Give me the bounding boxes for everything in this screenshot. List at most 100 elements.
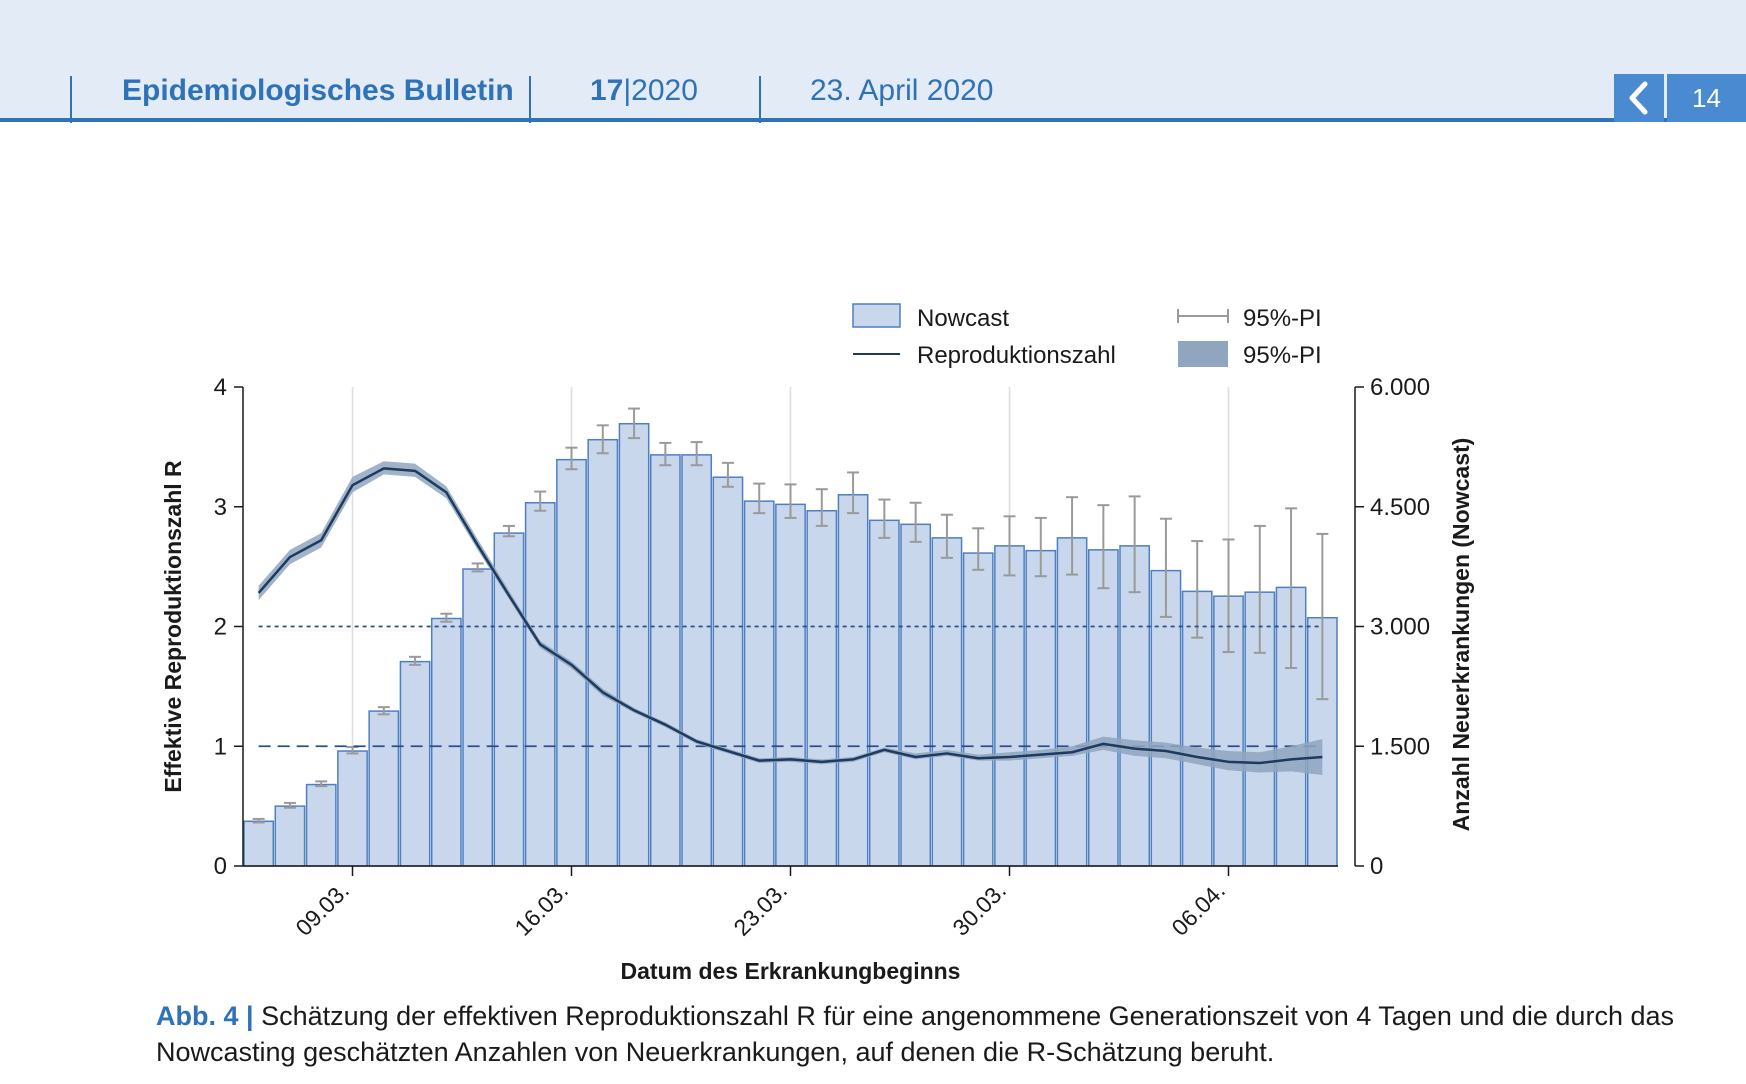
chevron-left-icon — [1629, 81, 1648, 115]
nowcast-bar — [994, 545, 1025, 867]
nowcast-error-bar — [409, 655, 422, 666]
legend-nowcast-label: Nowcast — [917, 305, 1009, 332]
nowcast-bar — [775, 503, 806, 867]
nowcast-error-bar — [1066, 496, 1079, 576]
nowcast-bar — [399, 660, 431, 867]
nowcast-error-bar — [909, 501, 922, 543]
y-axis-title: Effektive Reproduktionszahl R — [160, 460, 186, 793]
nowcast-error-bar — [972, 527, 985, 571]
nowcast-bar — [274, 805, 306, 867]
nowcast-error-bar — [596, 424, 609, 455]
legend: Nowcast Reproduktionszahl 95%-PI 95%-PI — [852, 303, 1322, 369]
nowcast-error-bar — [1253, 524, 1266, 654]
legend-pi-band-label: 95%-PI — [1243, 342, 1322, 369]
nowcast-bar — [868, 519, 900, 867]
nowcast-error-bar — [1003, 515, 1016, 577]
header-divider — [759, 76, 761, 123]
nowcast-error-bar — [878, 498, 891, 539]
x-tick-label: 16.03. — [509, 877, 573, 941]
caption-label: Abb. 4 | — [156, 1001, 254, 1031]
nowcast-bar — [1025, 549, 1057, 867]
nowcast-bar — [368, 710, 400, 867]
y2-tick-label: 1.500 — [1370, 733, 1430, 760]
nowcast-bar — [743, 500, 775, 867]
nowcast-error-bar — [721, 461, 734, 488]
nowcast-bar — [337, 750, 368, 867]
legend-pi-bar-swatch — [1177, 309, 1229, 323]
nowcast-bar — [493, 532, 525, 867]
nowcast-error-bar — [1285, 507, 1298, 670]
nowcast-bar — [587, 438, 619, 867]
nowcast-bar — [649, 454, 681, 867]
figure-caption: Abb. 4 | Schätzung der effektiven Reprod… — [156, 998, 1716, 1070]
reproduction-number-chart: 0 1 2 3 4 0 1.500 3.000 4.500 6.000 09.03. 16.03. 23… — [160, 303, 1474, 984]
nowcast-bar — [1056, 537, 1088, 867]
nowcast-error-bar — [628, 407, 641, 440]
nowcast-bar — [806, 509, 838, 867]
y2-axis-title: Anzahl Neuerkrankungen (Nowcast) — [1448, 438, 1474, 832]
y-tick-label: 2 — [214, 614, 227, 641]
nowcast-error-bar — [1097, 504, 1110, 590]
x-axis-title: Datum des Erkrankungbeginns — [621, 958, 961, 984]
nowcast-error-bar — [690, 441, 703, 467]
issue-number: 17 — [590, 74, 624, 107]
nowcast-error-bar — [1316, 532, 1329, 701]
reference-lines — [258, 625, 1323, 748]
nowcast-bar — [305, 783, 337, 867]
nowcast-error-bar — [659, 441, 672, 467]
legend-pi-bar-label: 95%-PI — [1243, 305, 1322, 332]
r-line — [257, 467, 1323, 765]
x-tick-label: 09.03. — [290, 877, 354, 941]
y2-tick-label: 0 — [1370, 853, 1383, 880]
nowcast-error-bar — [753, 482, 766, 515]
y-tick-label: 1 — [214, 733, 227, 760]
header-divider — [529, 76, 531, 123]
x-tick-label: 23.03. — [728, 877, 792, 941]
y-tick-label: 0 — [214, 853, 227, 880]
nowcast-bar — [1119, 545, 1151, 867]
nowcast-bars — [243, 422, 1338, 867]
issue-year: 2020 — [631, 74, 698, 107]
nowcast-error-bar — [283, 801, 296, 809]
y2-tick-label: 4.500 — [1370, 494, 1430, 521]
nowcast-bar — [462, 568, 494, 867]
header-divider — [70, 76, 72, 123]
nowcast-error-bar — [784, 483, 797, 519]
nowcast-error-bar — [502, 524, 515, 538]
nowcast-bar — [524, 502, 556, 867]
legend-pi-band-swatch — [1178, 341, 1228, 367]
nowcast-bar — [618, 422, 650, 867]
issue-date: 23. April 2020 — [810, 74, 994, 107]
nowcast-error-bar — [315, 780, 328, 788]
nowcast-error-bar — [252, 817, 265, 824]
nowcast-bar — [430, 617, 462, 867]
nowcast-error-bar — [440, 612, 453, 623]
nowcast-error-bar — [1191, 540, 1204, 639]
nowcast-error-bar — [815, 488, 828, 527]
nowcast-bar — [681, 454, 713, 867]
y-tick-label: 3 — [214, 494, 227, 521]
nowcast-error-bar — [847, 471, 860, 515]
nowcast-bar — [1087, 549, 1119, 867]
y-tick-label: 4 — [214, 374, 227, 401]
y2-tick-label: 6.000 — [1370, 374, 1430, 401]
x-tick-label: 30.03. — [947, 877, 1011, 941]
nowcast-error-bar — [940, 513, 953, 559]
nowcast-error-bar — [346, 746, 359, 755]
issue-info: 17|2020 — [590, 74, 698, 107]
legend-r-label: Reproduktionszahl — [917, 342, 1116, 369]
nowcast-bar — [900, 523, 932, 867]
bulletin-title: Epidemiologisches Bulletin — [122, 74, 514, 107]
y2-tick-label: 3.000 — [1370, 614, 1430, 641]
nowcast-bar — [837, 494, 869, 867]
nowcast-error-bar — [1222, 538, 1235, 654]
bulletin-header: Epidemiologisches Bulletin 17|2020 23. A… — [0, 0, 1746, 123]
nowcast-bar — [712, 476, 744, 867]
previous-page-button[interactable] — [1614, 74, 1664, 122]
nowcast-error-bar — [377, 706, 390, 716]
caption-text: Schätzung der effektiven Reproduktionsza… — [156, 1001, 1674, 1067]
x-tick-label: 06.04. — [1166, 877, 1230, 941]
nowcast-bar — [243, 820, 275, 867]
page-number: 14 — [1667, 74, 1746, 122]
nowcast-error-bar — [471, 562, 484, 573]
